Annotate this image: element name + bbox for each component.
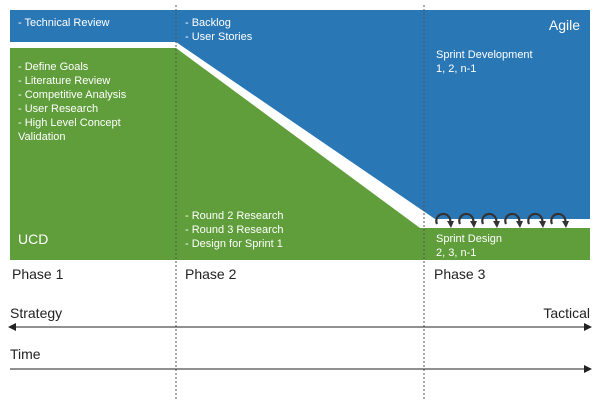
- list-item: - Competitive Analysis: [18, 89, 127, 101]
- cycle-arrow-icon: [435, 212, 454, 228]
- sprint-cycle-icons: [435, 212, 569, 228]
- ucd-region: [10, 48, 590, 260]
- list-item: - Backlog: [185, 17, 231, 29]
- cycle-arrow-icon: [504, 212, 523, 228]
- cycle-arrow-icon: [481, 212, 500, 228]
- ucd-phase1-list: - Define Goals - Literature Review - Com…: [18, 60, 126, 144]
- phase-2-label: Phase 2: [185, 266, 237, 282]
- phase-1-label: Phase 1: [12, 266, 64, 282]
- agile-phase2-list: - Backlog - User Stories: [185, 16, 252, 44]
- list-item: - Design for Sprint 1: [185, 238, 283, 250]
- strategy-label: Strategy: [10, 305, 63, 321]
- list-item: - User Research: [18, 103, 99, 115]
- cycle-arrow-icon: [527, 212, 546, 228]
- list-item: - Round 3 Research: [185, 224, 284, 236]
- list-item: - Literature Review: [18, 75, 111, 87]
- ucd-track-label: UCD: [18, 231, 49, 247]
- list-item: - Round 2 Research: [185, 210, 284, 222]
- agile-region: [10, 10, 590, 219]
- cycle-arrow-icon: [458, 212, 477, 228]
- sprint-development-label: Sprint Development 1, 2, n-1: [436, 49, 533, 75]
- phase-3-label: Phase 3: [434, 266, 486, 282]
- list-item: - User Stories: [185, 31, 253, 43]
- list-item: - High Level Concept: [18, 117, 121, 129]
- ucd-phase2-list: - Round 2 Research - Round 3 Research - …: [185, 209, 283, 251]
- cycle-arrow-icon: [550, 212, 569, 228]
- agile-track-label: Agile: [548, 17, 580, 33]
- list-item: - Technical Review: [18, 17, 110, 29]
- strategy-tactical-arrow: [8, 323, 592, 331]
- list-item: - Define Goals: [18, 61, 89, 73]
- list-item: Validation: [18, 131, 66, 143]
- time-arrow: [10, 365, 592, 373]
- agile-phase1-list: - Technical Review: [18, 16, 110, 30]
- sprint-design-label: Sprint Design 2, 3, n-1: [436, 233, 503, 259]
- time-label: Time: [10, 346, 41, 362]
- tactical-label: Tactical: [543, 305, 590, 321]
